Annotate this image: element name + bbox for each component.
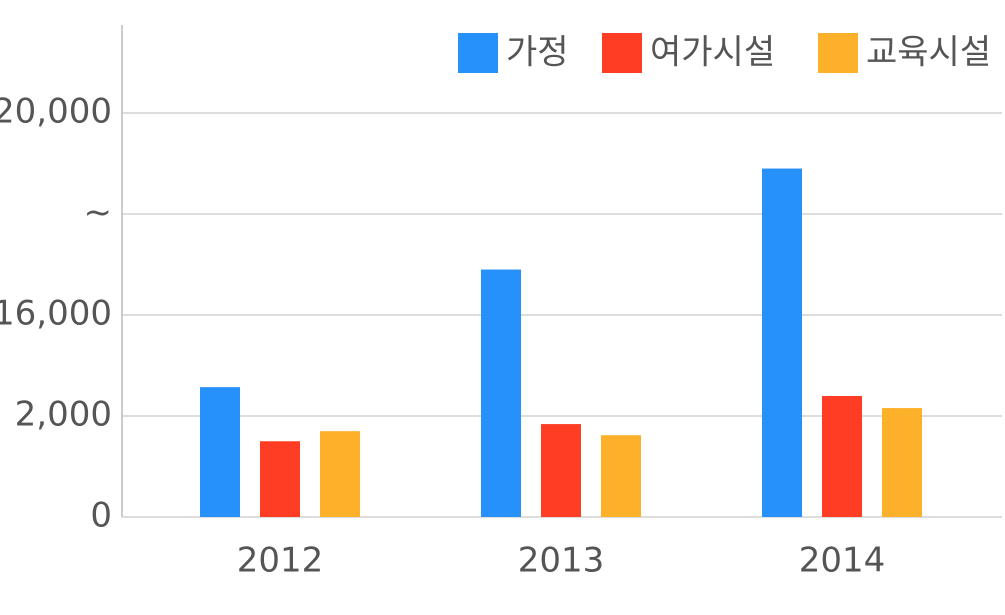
y-tick-label: 16,000 bbox=[0, 294, 112, 334]
bar bbox=[481, 269, 521, 517]
legend-label: 교육시설 bbox=[866, 33, 991, 73]
bar bbox=[882, 408, 922, 517]
bar bbox=[260, 441, 300, 517]
y-tick-label: 2,000 bbox=[15, 395, 112, 435]
bar bbox=[822, 396, 862, 517]
bar bbox=[200, 387, 240, 517]
x-tick-label: 2012 bbox=[237, 541, 324, 581]
y-tick-label: ~ bbox=[84, 193, 113, 233]
bar bbox=[320, 431, 360, 517]
bar bbox=[762, 168, 802, 518]
legend-swatch bbox=[602, 33, 642, 73]
y-tick-label: 20,000 bbox=[0, 92, 112, 132]
legend-label: 가정 bbox=[506, 33, 569, 73]
legend-label: 여가시설 bbox=[650, 33, 775, 73]
x-tick-label: 2014 bbox=[799, 541, 886, 581]
legend-swatch bbox=[818, 33, 858, 73]
y-tick-label: 0 bbox=[90, 496, 112, 536]
bar bbox=[541, 424, 581, 517]
legend-swatch bbox=[458, 33, 498, 73]
x-tick-label: 2013 bbox=[518, 541, 605, 581]
bar bbox=[601, 435, 641, 517]
